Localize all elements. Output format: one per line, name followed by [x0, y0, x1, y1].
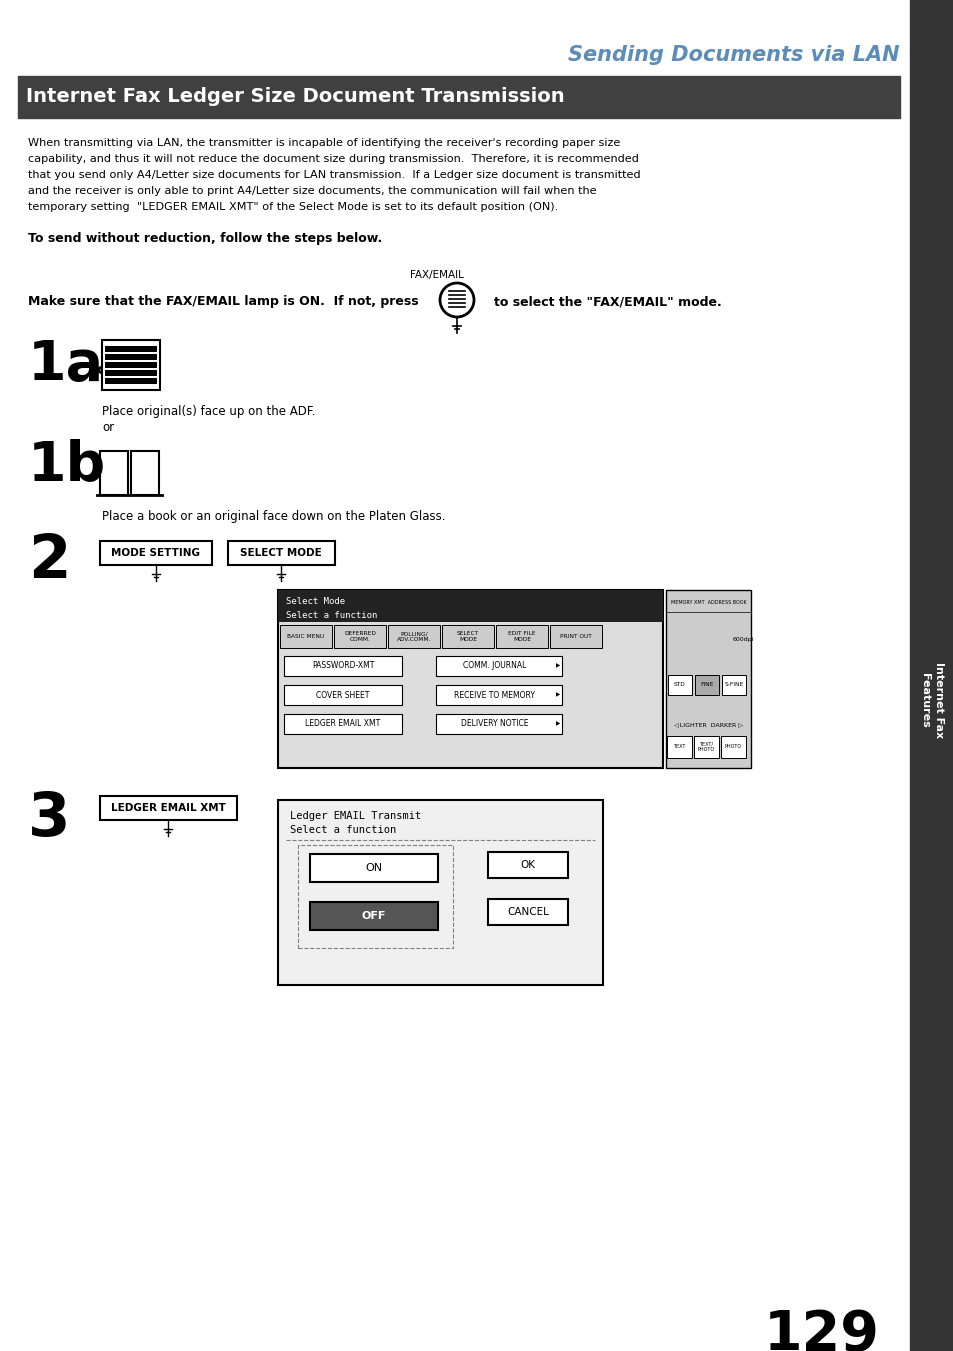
Text: ▶: ▶ [556, 693, 559, 697]
Text: DEFERRED
COMM.: DEFERRED COMM. [344, 631, 375, 642]
Text: PHOTO: PHOTO [723, 744, 740, 750]
Text: ▶: ▶ [556, 721, 559, 727]
Text: Place original(s) face up on the ADF.: Place original(s) face up on the ADF. [102, 405, 315, 417]
Text: EDIT FILE
MODE: EDIT FILE MODE [508, 631, 536, 642]
Bar [436, 657, 561, 676]
Text: POLLING/
ADV.COMM.: POLLING/ ADV.COMM. [396, 631, 431, 642]
Text: 1a: 1a [28, 338, 104, 392]
Bar [277, 800, 602, 985]
Text: to select the "FAX/EMAIL" mode.: to select the "FAX/EMAIL" mode. [494, 296, 721, 308]
Bar [721, 676, 745, 694]
Text: TEXT/
PHOTO: TEXT/ PHOTO [697, 742, 714, 753]
Text: LEDGER EMAIL XMT: LEDGER EMAIL XMT [111, 802, 225, 813]
Text: temporary setting  "LEDGER EMAIL XMT" of the Select Mode is set to its default p: temporary setting "LEDGER EMAIL XMT" of … [28, 203, 558, 212]
Bar [441, 626, 494, 648]
Bar [667, 676, 691, 694]
Text: ON: ON [365, 863, 382, 873]
Bar [388, 626, 439, 648]
Bar [310, 854, 437, 882]
Bar [436, 685, 561, 705]
Text: LEDGER EMAIL XMT: LEDGER EMAIL XMT [305, 720, 380, 728]
Bar [105, 362, 157, 367]
Bar [284, 713, 401, 734]
Text: MODE SETTING: MODE SETTING [112, 549, 200, 558]
Text: SELECT
MODE: SELECT MODE [456, 631, 478, 642]
Bar [105, 354, 157, 359]
Bar [436, 713, 561, 734]
Bar [228, 540, 335, 565]
Bar [105, 378, 157, 384]
Bar [550, 626, 601, 648]
Bar [280, 626, 332, 648]
Text: RECEIVE TO MEMORY: RECEIVE TO MEMORY [454, 690, 535, 700]
Bar [909, 0, 953, 1351]
Bar [131, 451, 159, 494]
Text: Ledger EMAIL Transmit: Ledger EMAIL Transmit [290, 811, 421, 821]
Text: To send without reduction, follow the steps below.: To send without reduction, follow the st… [28, 232, 382, 245]
Text: MEMORY XMT  ADDRESS BOOK: MEMORY XMT ADDRESS BOOK [670, 600, 745, 604]
Bar [310, 902, 437, 929]
Bar [665, 590, 750, 767]
Text: 129: 129 [763, 1308, 879, 1351]
Text: or: or [102, 422, 114, 434]
Text: Internet Fax
Features: Internet Fax Features [920, 662, 943, 738]
Text: Make sure that the FAX/EMAIL lamp is ON.  If not, press: Make sure that the FAX/EMAIL lamp is ON.… [28, 296, 418, 308]
Text: OK: OK [520, 861, 535, 870]
Text: BASIC MENU: BASIC MENU [287, 634, 324, 639]
Text: Internet Fax Ledger Size Document Transmission: Internet Fax Ledger Size Document Transm… [26, 88, 564, 107]
Bar [100, 451, 128, 494]
Bar [277, 590, 662, 767]
Bar [105, 370, 157, 376]
Bar [105, 346, 157, 353]
Text: Select a function: Select a function [290, 825, 395, 835]
Text: 1b: 1b [28, 438, 106, 492]
Text: capability, and thus it will not reduce the document size during transmission.  : capability, and thus it will not reduce … [28, 154, 639, 163]
Bar [488, 852, 567, 878]
Text: ◁ LIGHTER  DARKER ▷: ◁ LIGHTER DARKER ▷ [673, 723, 742, 727]
Bar [334, 626, 386, 648]
Bar [693, 736, 719, 758]
Text: SELECT MODE: SELECT MODE [240, 549, 321, 558]
Text: When transmitting via LAN, the transmitter is incapable of identifying the recei: When transmitting via LAN, the transmitt… [28, 138, 619, 149]
Bar [488, 898, 567, 925]
Text: OFF: OFF [361, 911, 386, 921]
Text: COMM. JOURNAL: COMM. JOURNAL [463, 662, 526, 670]
Bar [695, 676, 719, 694]
Text: PASSWORD-XMT: PASSWORD-XMT [312, 662, 374, 670]
Text: Select Mode: Select Mode [286, 597, 345, 607]
Text: FINE: FINE [700, 682, 713, 688]
Text: 3: 3 [28, 790, 71, 848]
Bar [100, 796, 236, 820]
Text: 600dpi: 600dpi [732, 638, 753, 643]
Bar [102, 340, 160, 390]
Text: Place a book or an original face down on the Platen Glass.: Place a book or an original face down on… [102, 509, 445, 523]
Text: PRINT OUT: PRINT OUT [559, 634, 591, 639]
Bar [284, 685, 401, 705]
Bar [720, 736, 745, 758]
Bar [284, 657, 401, 676]
Bar [666, 736, 691, 758]
Text: Sending Documents via LAN: Sending Documents via LAN [568, 45, 899, 65]
Bar [100, 540, 212, 565]
Text: STD: STD [674, 682, 685, 688]
Text: 2: 2 [28, 532, 71, 590]
Text: ▶: ▶ [556, 663, 559, 669]
Text: DELIVERY NOTICE: DELIVERY NOTICE [460, 720, 528, 728]
Text: S-FINE: S-FINE [723, 682, 742, 688]
Bar [277, 590, 662, 621]
Bar [297, 844, 453, 948]
Text: and the receiver is only able to print A4/Letter size documents, the communicati: and the receiver is only able to print A… [28, 186, 596, 196]
Text: FAX/EMAIL: FAX/EMAIL [410, 270, 463, 280]
Text: COVER SHEET: COVER SHEET [316, 690, 370, 700]
Text: CANCEL: CANCEL [507, 907, 548, 917]
Text: Select a function: Select a function [286, 611, 377, 620]
Text: TEXT: TEXT [672, 744, 684, 750]
Text: that you send only A4/Letter size documents for LAN transmission.  If a Ledger s: that you send only A4/Letter size docume… [28, 170, 640, 180]
Bar [18, 76, 899, 118]
Bar [496, 626, 547, 648]
